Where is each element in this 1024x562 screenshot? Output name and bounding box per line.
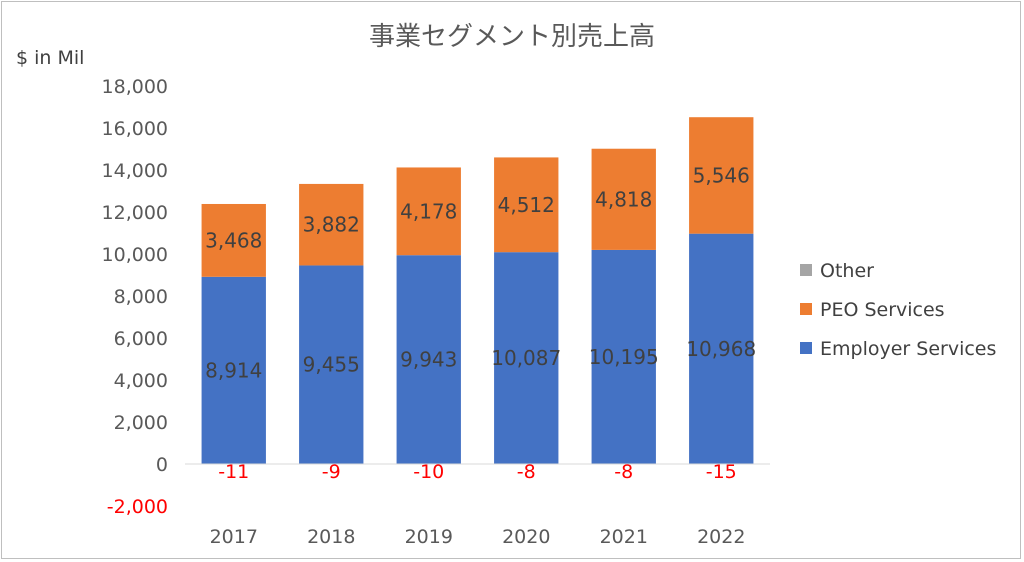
legend-label: Other bbox=[820, 260, 874, 282]
x-axis-ticks: 2017 2018 2019 2020 2021 2022 bbox=[210, 526, 746, 548]
data-label-peo-services: 4,818 bbox=[595, 187, 652, 211]
data-label-peo-services: 5,546 bbox=[693, 163, 750, 187]
bar-employer-services bbox=[299, 265, 364, 464]
data-labels: 8,914 3,468 -11 9,455 3,882 -9 9,943 4,178 -10 10… bbox=[205, 163, 756, 483]
y-tick-label: 18,000 bbox=[102, 76, 168, 98]
data-label-other: -9 bbox=[322, 461, 341, 483]
data-label-employer-services: 8,914 bbox=[205, 358, 262, 382]
y-tick-label: 10,000 bbox=[102, 244, 168, 266]
data-label-peo-services: 4,178 bbox=[400, 199, 457, 223]
y-axis-label: $ in Mil bbox=[16, 47, 84, 69]
y-tick-label: 16,000 bbox=[102, 118, 168, 140]
bar-peo-services bbox=[396, 167, 461, 256]
bar-employer-services bbox=[494, 252, 559, 464]
data-label-employer-services: 9,455 bbox=[303, 353, 360, 377]
data-label-other: -10 bbox=[413, 461, 444, 483]
data-label-other: -8 bbox=[614, 461, 633, 483]
legend-swatch bbox=[800, 264, 812, 276]
bar-peo-services bbox=[591, 148, 656, 250]
x-tick-label: 2021 bbox=[600, 526, 648, 548]
y-tick-label: 12,000 bbox=[102, 202, 168, 224]
data-label-other: -11 bbox=[218, 461, 249, 483]
y-tick-label: 6,000 bbox=[114, 328, 168, 350]
legend-label: Employer Services bbox=[820, 338, 996, 360]
data-label-other: -15 bbox=[706, 461, 737, 483]
x-tick-label: 2018 bbox=[307, 526, 355, 548]
legend-label: PEO Services bbox=[820, 299, 945, 321]
x-tick-label: 2019 bbox=[405, 526, 453, 548]
data-label-employer-services: 10,968 bbox=[686, 337, 756, 361]
y-tick-label: 8,000 bbox=[114, 286, 168, 308]
bars bbox=[201, 117, 754, 465]
chart-title: 事業セグメント別売上高 bbox=[369, 22, 655, 52]
data-label-employer-services: 10,087 bbox=[491, 346, 561, 370]
x-tick-label: 2020 bbox=[502, 526, 550, 548]
y-tick-label: 0 bbox=[156, 454, 168, 476]
x-tick-label: 2022 bbox=[697, 526, 745, 548]
y-tick-label: 14,000 bbox=[102, 160, 168, 182]
y-axis-ticks: -2,000 0 2,000 4,000 6,000 8,000 10,000 12,000 1… bbox=[102, 76, 168, 518]
y-tick-label: 2,000 bbox=[114, 412, 168, 434]
bar-peo-services bbox=[299, 183, 364, 266]
bar-peo-services bbox=[201, 203, 266, 277]
data-label-other: -8 bbox=[517, 461, 536, 483]
data-label-employer-services: 10,195 bbox=[589, 345, 659, 369]
legend-swatch bbox=[800, 342, 812, 354]
data-label-employer-services: 9,943 bbox=[400, 348, 457, 372]
bar-employer-services bbox=[201, 276, 266, 464]
data-label-peo-services: 4,512 bbox=[498, 193, 555, 217]
bar-peo-services bbox=[689, 117, 754, 234]
bar-employer-services bbox=[396, 255, 461, 464]
y-tick-label: 4,000 bbox=[114, 370, 168, 392]
bar-peo-services bbox=[494, 157, 559, 253]
data-label-peo-services: 3,882 bbox=[303, 213, 360, 237]
legend-swatch bbox=[800, 303, 812, 315]
bar-employer-services bbox=[591, 249, 656, 464]
legend: Other PEO Services Employer Services bbox=[800, 260, 996, 360]
y-tick-label: -2,000 bbox=[107, 496, 168, 518]
x-tick-label: 2017 bbox=[210, 526, 258, 548]
data-label-peo-services: 3,468 bbox=[205, 228, 262, 252]
bar-employer-services bbox=[689, 233, 754, 464]
